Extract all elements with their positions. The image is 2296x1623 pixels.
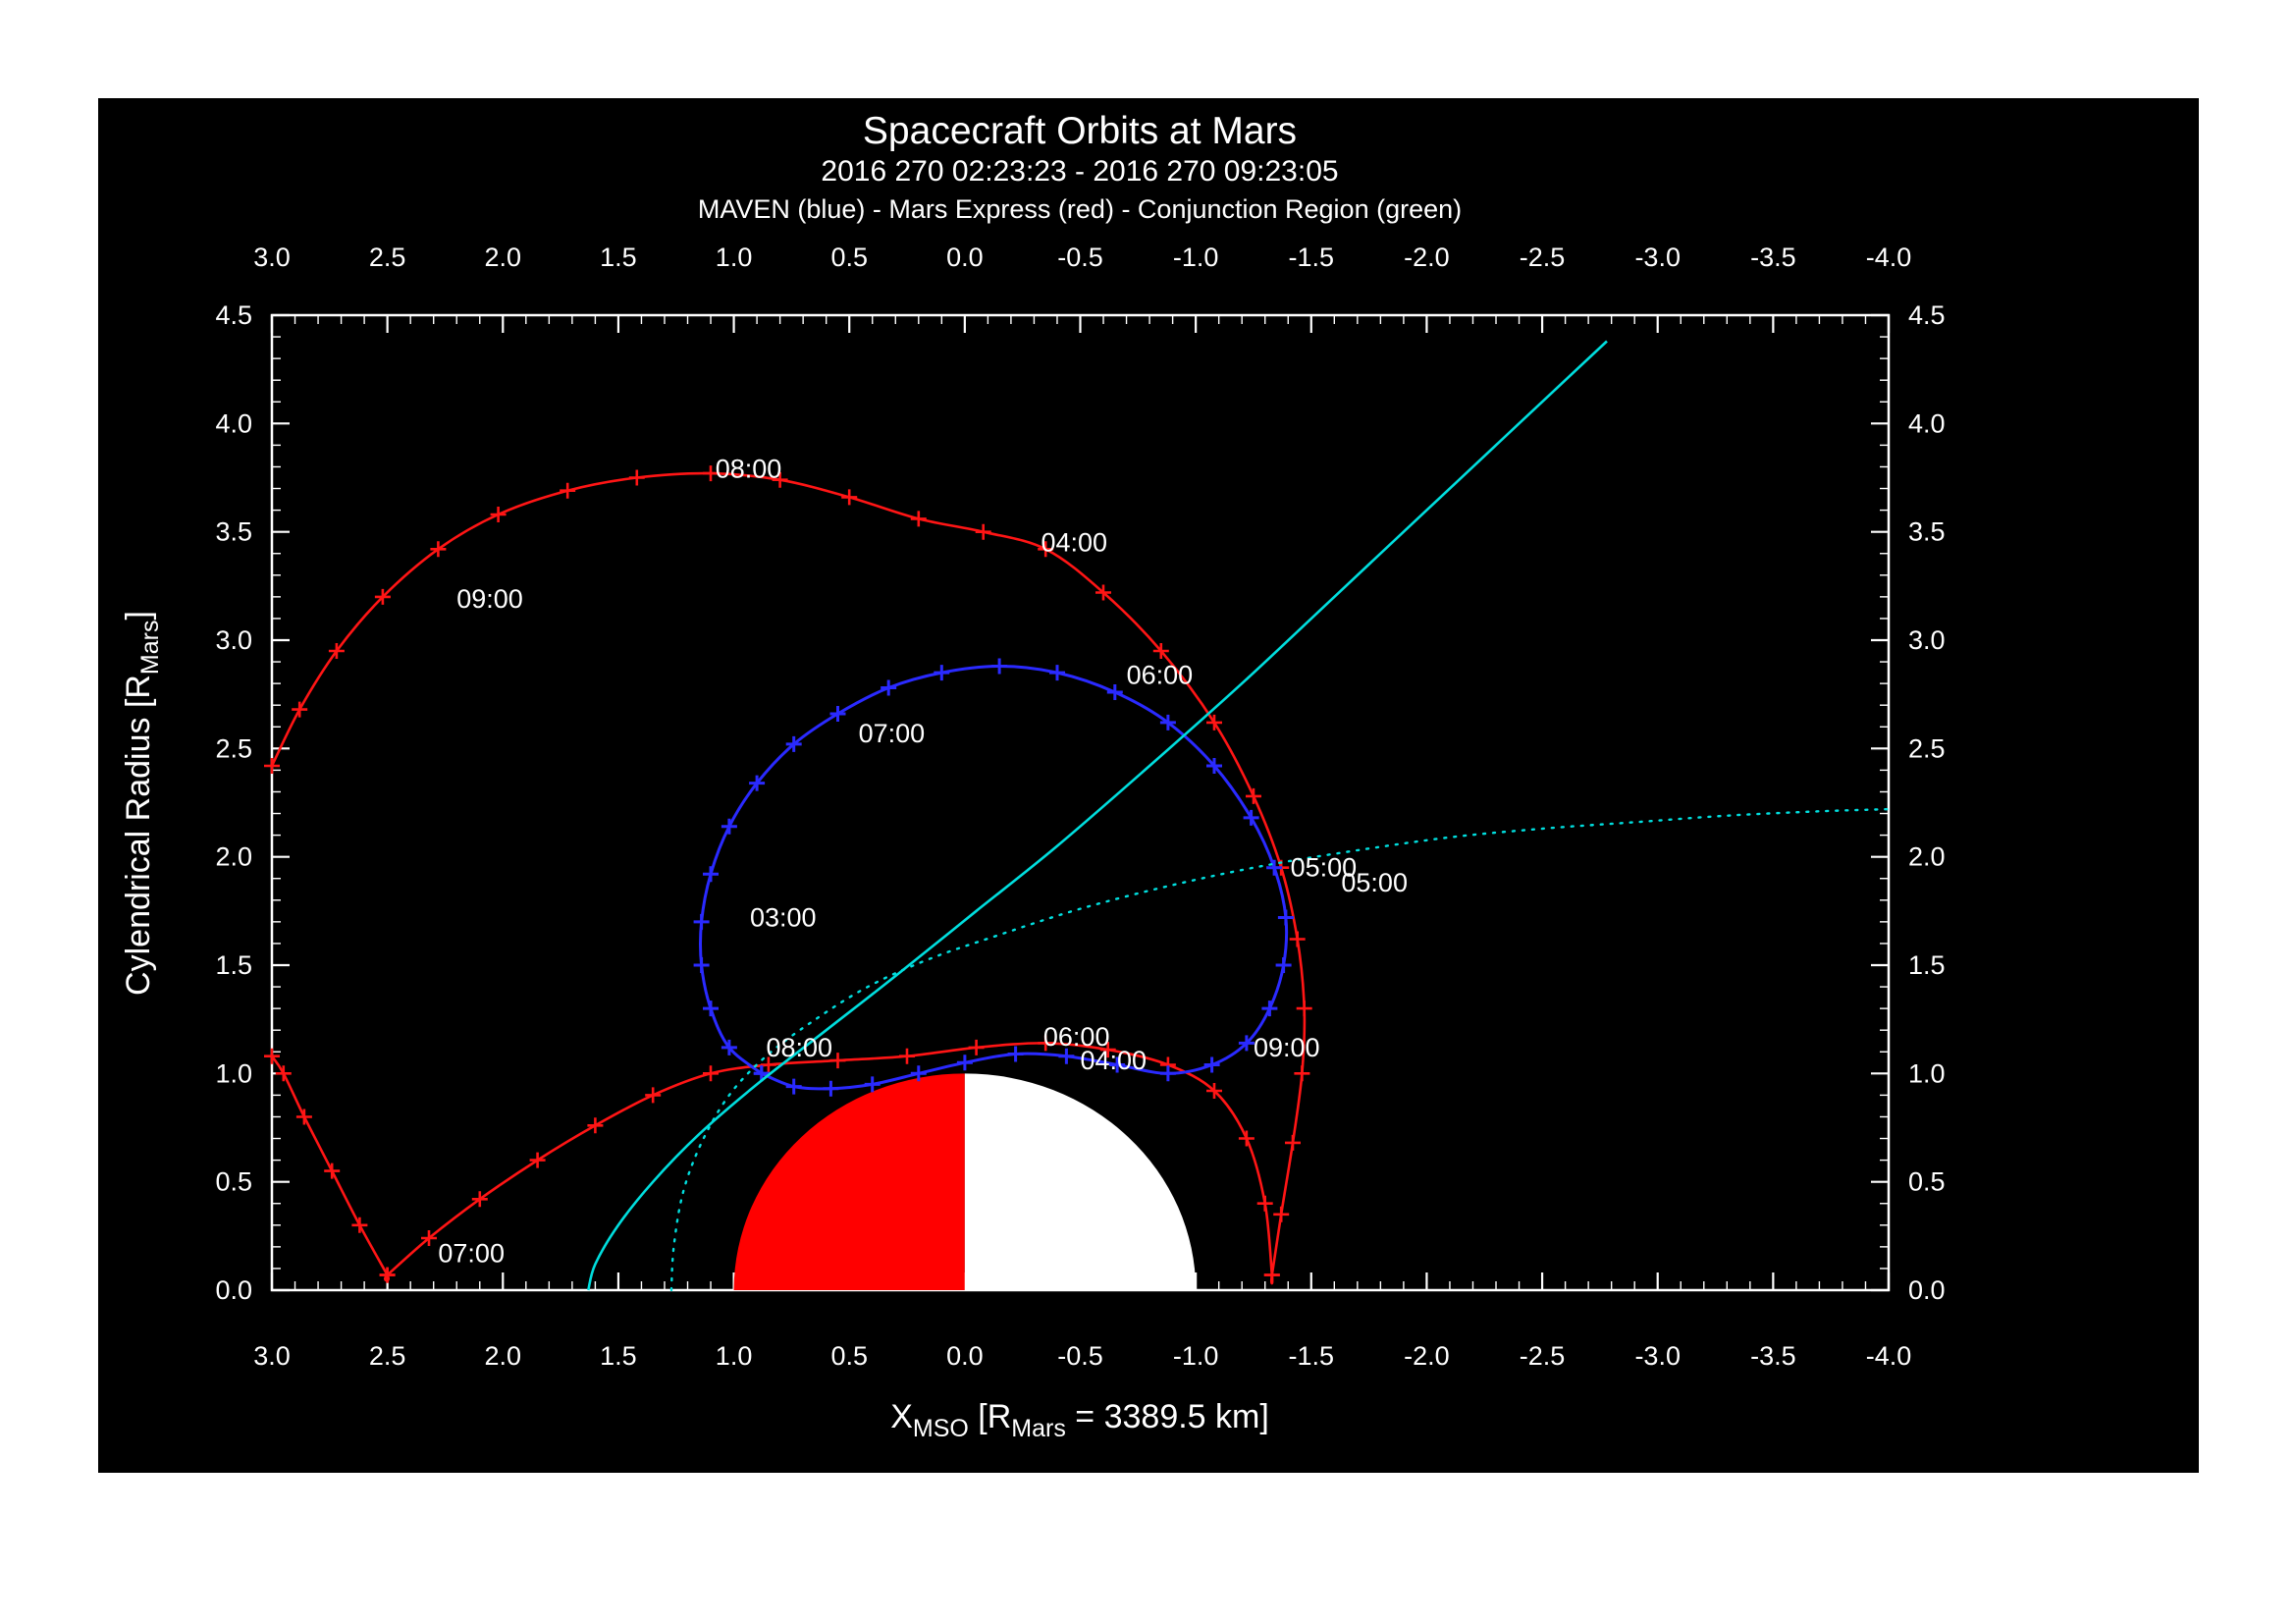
y-tick-label-right: 2.5 [1908, 733, 1946, 763]
series-boundary-solid [587, 340, 1608, 1291]
time-label: 06:00 [1043, 1022, 1110, 1052]
time-label: 05:00 [1291, 853, 1358, 883]
y-tick-label-left: 4.0 [215, 408, 252, 438]
y-tick-label-right: 4.0 [1908, 408, 1946, 438]
x-tick-label-bottom: 1.5 [600, 1341, 637, 1371]
x-tick-label-bottom: 3.0 [253, 1341, 291, 1371]
x-tick-label-top: 3.0 [253, 243, 291, 272]
mars-dayside [733, 1073, 965, 1290]
time-label: 04:00 [1041, 528, 1108, 558]
time-label: 08:00 [716, 455, 782, 484]
y-tick-label-right: 0.0 [1908, 1275, 1946, 1305]
y-tick-label-left: 3.0 [215, 625, 252, 655]
x-tick-label-bottom: -4.0 [1866, 1341, 1912, 1371]
y-tick-label-left: 3.5 [215, 517, 252, 547]
chart-title: Spacecraft Orbits at Mars [863, 110, 1297, 152]
x-tick-label-top: -4.0 [1866, 243, 1912, 272]
y-tick-label-right: 0.5 [1908, 1167, 1946, 1197]
x-tick-label-bottom: 1.0 [716, 1341, 753, 1371]
time-label: 04:00 [1081, 1046, 1148, 1075]
series-maven-orbit-markers [693, 658, 1294, 1097]
y-tick-label-left: 0.5 [215, 1167, 252, 1197]
time-label: 06:00 [1127, 660, 1194, 689]
x-tick-label-bottom: 2.0 [485, 1341, 522, 1371]
y-tick-label-right: 2.0 [1908, 842, 1946, 872]
x-tick-label-top: -0.5 [1057, 243, 1103, 272]
series-maven-orbit [698, 664, 1289, 1091]
x-tick-label-top: 1.5 [600, 243, 637, 272]
chart-layers: 3.0 3.0 2.5 2.5 2.0 2.0 1.5 1.5 1.0 1.0 0.5 0.5 0.0 0… [120, 243, 1946, 1442]
series-mars-express-orbit [270, 471, 1307, 1285]
x-tick-label-top: -1.5 [1289, 243, 1335, 272]
x-axis-title: XMSO [RMars = 3389.5 km] [890, 1398, 1269, 1442]
x-tick-label-bottom: 0.5 [830, 1341, 868, 1371]
x-tick-label-bottom: -2.5 [1520, 1341, 1566, 1371]
y-tick-label-left: 2.5 [215, 733, 252, 763]
y-tick-label-left: 1.0 [215, 1058, 252, 1088]
axis-ticks [270, 313, 1891, 1292]
mars-nightside [964, 1073, 1197, 1290]
x-tick-label-bottom: -1.5 [1289, 1341, 1335, 1371]
time-label: 07:00 [859, 719, 926, 748]
y-tick-label-left: 4.5 [215, 300, 252, 330]
x-tick-label-top: -1.0 [1173, 243, 1219, 272]
x-tick-label-top: 0.0 [946, 243, 984, 272]
time-label: 09:00 [456, 584, 523, 614]
x-tick-label-top: 2.0 [485, 243, 522, 272]
x-tick-label-top: 1.0 [716, 243, 753, 272]
time-label: 08:00 [767, 1033, 833, 1062]
y-tick-label-right: 1.5 [1908, 950, 1946, 980]
series-boundary-dotted [669, 807, 1891, 1292]
time-label: 07:00 [438, 1239, 505, 1269]
plot-panel: 3.0 3.0 2.5 2.5 2.0 2.0 1.5 1.5 1.0 1.0 0.5 0.5 0.0 0… [98, 98, 2199, 1473]
time-label: 09:00 [1254, 1033, 1320, 1062]
time-label: 03:00 [750, 903, 817, 933]
y-axis-title: Cylendrical Radius [RMars] [120, 611, 164, 996]
y-tick-label-right: 3.5 [1908, 517, 1946, 547]
chart-subtitle: 2016 270 02:23:23 - 2016 270 09:23:05 [821, 155, 1338, 188]
x-tick-label-top: 2.5 [369, 243, 406, 272]
x-tick-label-bottom: -0.5 [1057, 1341, 1103, 1371]
x-tick-label-bottom: -2.0 [1404, 1341, 1450, 1371]
x-tick-label-bottom: 0.0 [946, 1341, 984, 1371]
y-tick-label-left: 2.0 [215, 842, 252, 872]
x-tick-label-bottom: -3.0 [1634, 1341, 1681, 1371]
y-tick-label-left: 1.5 [215, 950, 252, 980]
x-tick-label-bottom: -1.0 [1173, 1341, 1219, 1371]
x-tick-label-top: -3.5 [1750, 243, 1796, 272]
x-tick-label-top: -2.5 [1520, 243, 1566, 272]
y-tick-label-right: 1.0 [1908, 1058, 1946, 1088]
x-tick-label-bottom: 2.5 [369, 1341, 406, 1371]
x-tick-label-top: -2.0 [1404, 243, 1450, 272]
y-tick-label-right: 3.0 [1908, 625, 1946, 655]
orbit-chart: 3.0 3.0 2.5 2.5 2.0 2.0 1.5 1.5 1.0 1.0 0.5 0.5 0.0 0… [120, 110, 1946, 1442]
time-label: 05:00 [1341, 868, 1408, 897]
y-tick-label-right: 4.5 [1908, 300, 1946, 330]
axis-tick-labels: 3.0 3.0 2.5 2.5 2.0 2.0 1.5 1.5 1.0 1.0 0.5 0.5 0.0 0… [215, 243, 1945, 1371]
x-tick-label-top: -3.0 [1634, 243, 1681, 272]
series-mars-express-orbit-markers [264, 465, 1312, 1283]
chart-legend-line: MAVEN (blue) - Mars Express (red) - Conj… [698, 194, 1462, 224]
x-tick-label-bottom: -3.5 [1750, 1341, 1796, 1371]
y-tick-label-left: 0.0 [215, 1275, 252, 1305]
x-tick-label-top: 0.5 [830, 243, 868, 272]
